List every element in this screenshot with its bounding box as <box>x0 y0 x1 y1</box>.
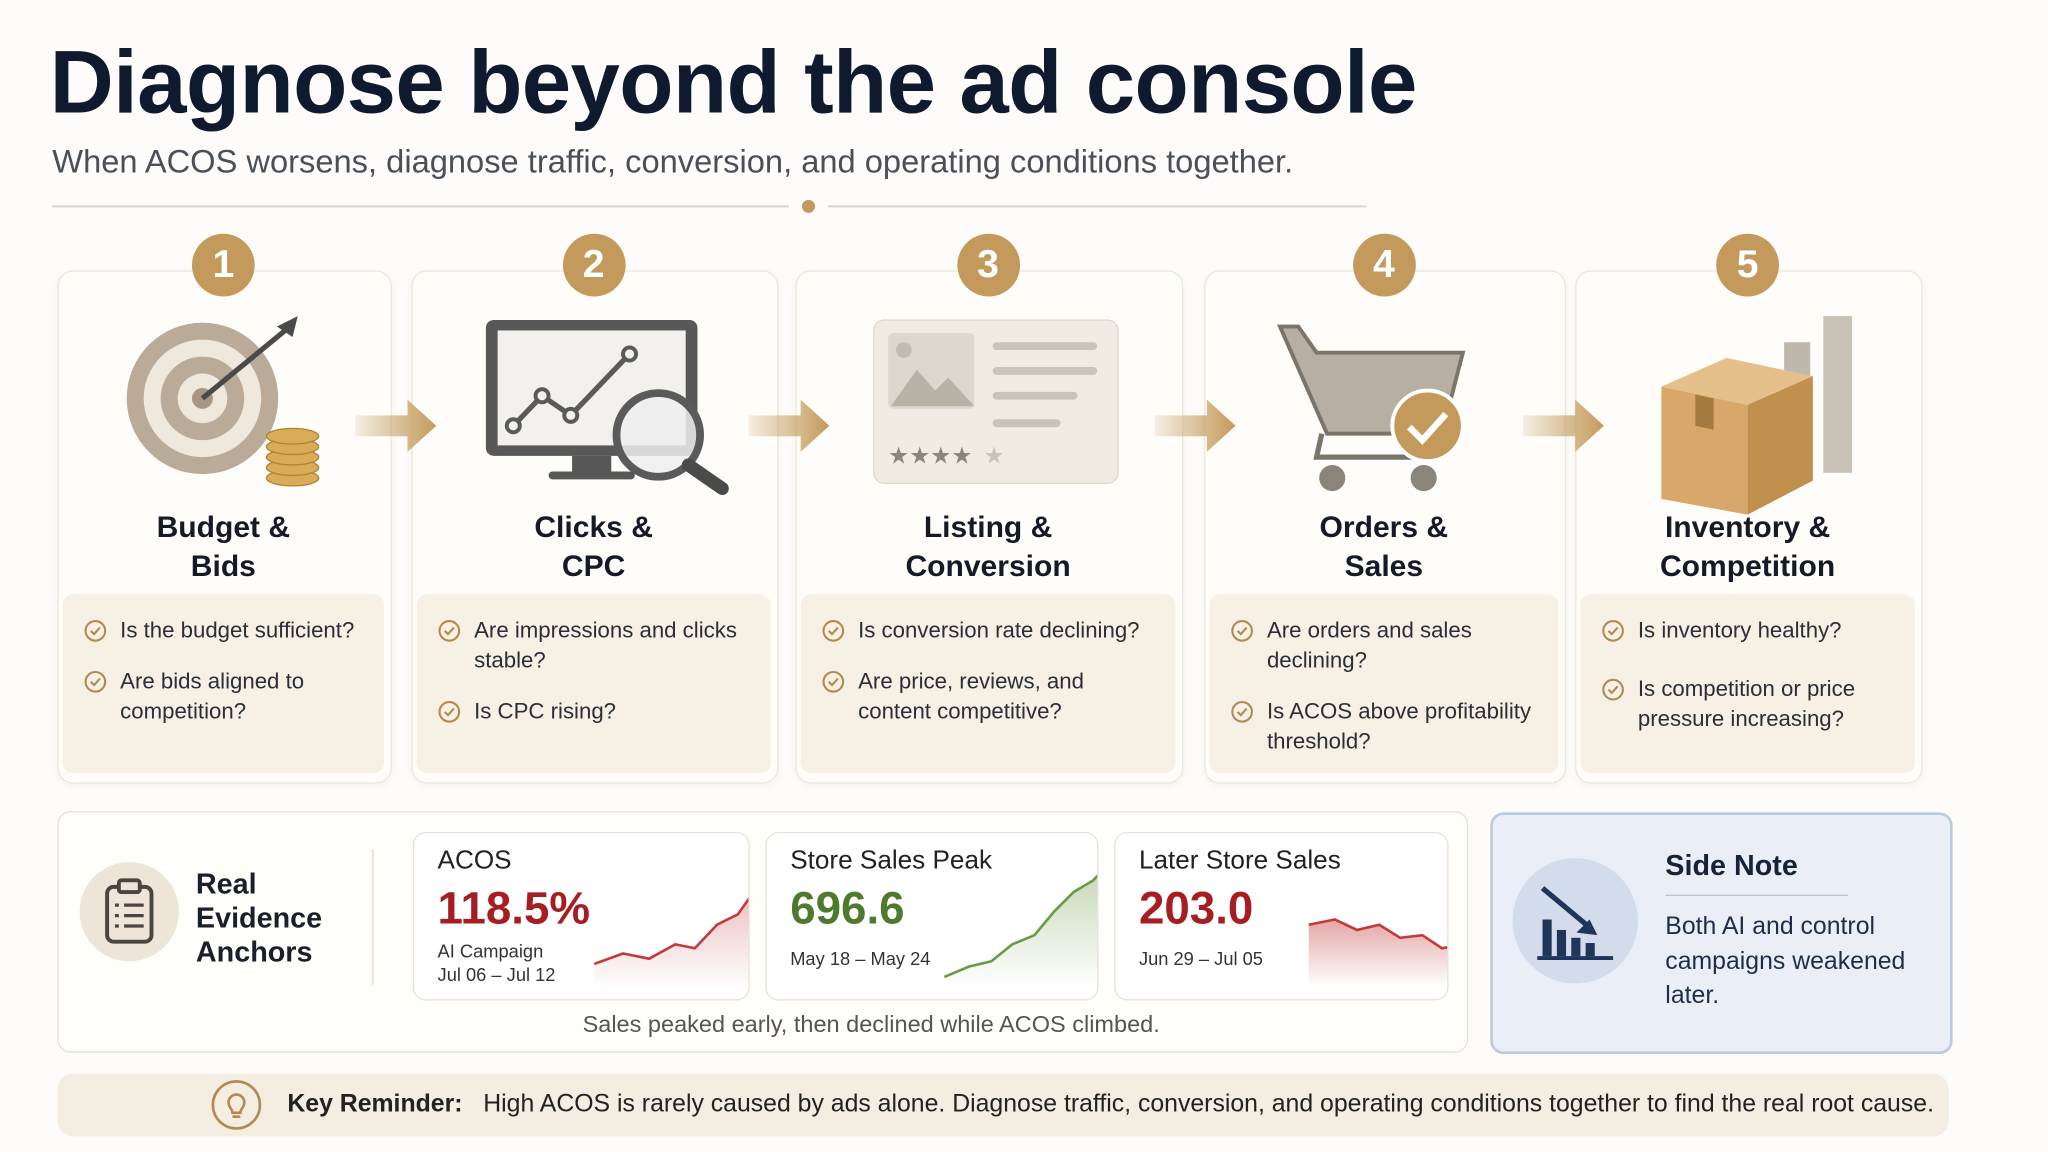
question: Is ACOS above profitability threshold? <box>1230 696 1542 756</box>
page-subtitle: When ACOS worsens, diagnose traffic, con… <box>52 143 1294 181</box>
check-icon <box>822 670 845 693</box>
metric-sub: May 18 – May 24 <box>790 947 930 971</box>
step-title: Orders & Sales <box>1204 507 1563 585</box>
side-note-text: Both AI and control campaigns weakened l… <box>1665 912 1906 1010</box>
question-text: Is conversion rate declining? <box>858 617 1140 643</box>
check-icon <box>1602 620 1624 642</box>
step-title-line: Conversion <box>905 548 1071 583</box>
question-text: Are price, reviews, and content competit… <box>858 668 1084 724</box>
step-number: 1 <box>191 233 255 297</box>
side-note-title: Side Note <box>1665 848 1798 882</box>
question-text: Is CPC rising? <box>474 698 617 724</box>
step-title-line: Listing & <box>923 509 1053 544</box>
question: Is competition or price pressure increas… <box>1601 674 1899 734</box>
check-icon <box>1231 700 1253 723</box>
check-icon <box>1231 620 1253 642</box>
evidence-caption: Sales peaked early, then declined while … <box>582 1010 1160 1038</box>
step-title: Listing & Conversion <box>795 507 1180 585</box>
metric-label: Later Store Sales <box>1138 846 1341 876</box>
step-title-line: CPC <box>561 548 626 583</box>
metric-sub-line: Jul 06 – Jul 12 <box>437 963 556 985</box>
metric-value: 203.0 <box>1138 882 1254 934</box>
question-box: Is inventory healthy? Is competition or p… <box>1580 594 1915 774</box>
step-number: 4 <box>1352 233 1416 297</box>
metric-label: ACOS <box>437 846 512 876</box>
question: Is conversion rate declining? <box>822 615 1160 645</box>
question: Is inventory healthy? <box>1601 615 1899 645</box>
metric-label: Store Sales Peak <box>790 846 993 876</box>
question-box: Are orders and sales declining? Is ACOS a… <box>1209 594 1559 774</box>
question-box: Are impressions and clicks stable? Is CPC… <box>416 594 771 774</box>
question-box: Is the budget sufficient? Are bids aligne… <box>62 594 384 774</box>
question: Are price, reviews, and content competit… <box>822 666 1160 726</box>
clipboard-icon <box>79 862 179 962</box>
question-box: Is conversion rate declining? Are price, … <box>800 594 1176 774</box>
reminder: Key Reminder: High ACOS is rarely caused… <box>287 1091 1934 1120</box>
step-title-line: Clicks & <box>534 509 653 544</box>
step-number: 5 <box>1716 233 1779 297</box>
decline-icon <box>1512 858 1638 984</box>
check-icon <box>822 620 845 642</box>
reminder-bar <box>57 1073 1949 1137</box>
step-title-line: Bids <box>190 548 256 583</box>
question: Are impressions and clicks stable? <box>438 615 755 675</box>
check-icon <box>1602 678 1624 701</box>
step-title-line: Orders & <box>1319 509 1449 544</box>
reminder-label: Key Reminder: <box>287 1090 463 1119</box>
step-number: 3 <box>956 233 1020 297</box>
check-icon <box>438 620 461 642</box>
check-icon <box>84 620 107 642</box>
question-text: Is competition or price pressure increas… <box>1637 676 1856 732</box>
metric-sub-line: AI Campaign <box>437 940 544 962</box>
step-title-line: Sales <box>1344 548 1424 583</box>
sparkline <box>1308 918 1448 988</box>
metric-value: 696.6 <box>790 882 905 934</box>
metric-card: Store Sales Peak 696.6 May 18 – May 24 <box>765 831 1099 1001</box>
metric-sub: AI Campaign Jul 06 – Jul 12 <box>438 939 556 986</box>
reminder-text: High ACOS is rarely caused by ads alone.… <box>483 1090 1934 1119</box>
evidence-title: Real Evidence Anchors <box>195 867 323 968</box>
question: Is CPC rising? <box>438 696 755 726</box>
divider <box>372 848 374 985</box>
step-title: Clicks & CPC <box>411 507 775 585</box>
step-title: Budget & Bids <box>57 507 389 585</box>
bulb-icon <box>211 1080 262 1130</box>
metric-card: ACOS 118.5% AI Campaign Jul 06 – Jul 12 <box>412 831 750 1001</box>
check-icon <box>84 670 107 693</box>
question-text: Is the budget sufficient? <box>120 617 355 643</box>
metric-value: 118.5% <box>437 882 591 934</box>
question: Is the budget sufficient? <box>84 615 369 645</box>
step-title-line: Budget & <box>156 509 291 544</box>
step-title-line: Competition <box>1659 548 1836 583</box>
question-text: Is inventory healthy? <box>1637 617 1842 643</box>
question-text: Are bids aligned to competition? <box>120 668 305 724</box>
page-title: Diagnose beyond the ad console <box>49 32 1418 132</box>
metric-sub-line: May 18 – May 24 <box>790 948 931 970</box>
sparkline <box>943 874 1098 988</box>
step-title-line: Inventory & <box>1664 509 1831 544</box>
metric-sub-line: Jun 29 – Jul 05 <box>1138 948 1263 970</box>
question-text: Is ACOS above profitability threshold? <box>1266 698 1532 754</box>
divider <box>1665 894 1849 896</box>
step-title: Inventory & Competition <box>1575 507 1920 585</box>
question-text: Are orders and sales declining? <box>1266 617 1472 673</box>
step-number: 2 <box>562 233 625 297</box>
question: Are bids aligned to competition? <box>84 666 369 726</box>
question-text: Are impressions and clicks stable? <box>474 617 737 673</box>
check-icon <box>438 700 461 723</box>
question: Are orders and sales declining? <box>1230 615 1542 675</box>
sparkline <box>593 897 749 988</box>
metric-sub: Jun 29 – Jul 05 <box>1139 947 1263 971</box>
metric-card: Later Store Sales 203.0 Jun 29 – Jul 05 <box>1114 831 1449 1001</box>
